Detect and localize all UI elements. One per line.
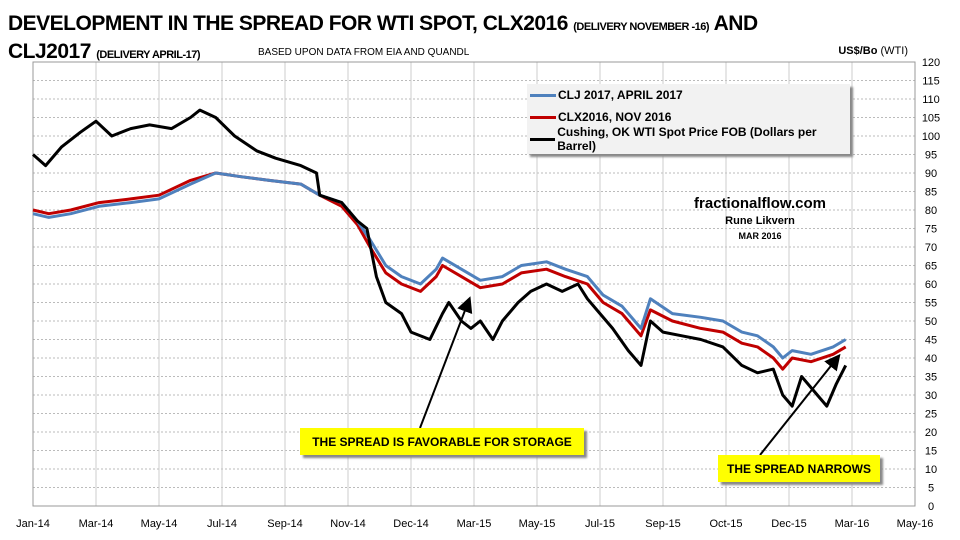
y-tick-label: 95 [925, 150, 937, 162]
y-tick-label: 45 [925, 335, 937, 347]
x-tick-label: Dec-15 [771, 518, 806, 530]
y-tick-label: 90 [925, 168, 937, 180]
author-credit: Rune Likvern [725, 215, 795, 227]
series-line-0 [32, 171, 847, 360]
x-tick-label: Jul-15 [585, 518, 615, 530]
x-tick-label: Mar-16 [835, 518, 870, 530]
x-tick-label: Mar-14 [79, 518, 114, 530]
x-tick-label: May-14 [141, 518, 178, 530]
y-axis-label: US$/Bo (WTI) [838, 45, 908, 57]
y-tick-label: 70 [925, 242, 937, 254]
x-tick-label: Oct-15 [709, 518, 742, 530]
y-tick-label: 60 [925, 279, 937, 291]
date-credit: MAR 2016 [738, 231, 782, 241]
y-tick-label: 65 [925, 261, 937, 273]
callout-narrows-arrow [759, 353, 841, 456]
chart-subtitle: BASED UPON DATA FROM EIA AND QUANDL [258, 47, 470, 58]
y-tick-label: 120 [922, 57, 940, 69]
y-tick-label: 115 [922, 76, 940, 88]
x-tick-label: Sep-14 [267, 518, 302, 530]
plot-border [32, 61, 916, 507]
y-tick-label: 30 [925, 390, 937, 402]
y-tick-label: 0 [928, 501, 934, 513]
y-tick-label: 75 [925, 224, 937, 236]
legend: CLJ 2017, APRIL 2017 CLX2016, NOV 2016 C… [527, 84, 850, 154]
x-tick-label: May-16 [897, 518, 934, 530]
x-tick-label: Dec-14 [393, 518, 428, 530]
x-tick-label: Jan-14 [16, 518, 50, 530]
y-tick-label: 35 [925, 372, 937, 384]
y-tick-label: 20 [925, 427, 937, 439]
y-tick-label: 80 [925, 205, 937, 217]
y-tick-label: 110 [922, 94, 940, 106]
y-tick-label: 55 [925, 298, 937, 310]
callout-narrows: THE SPREAD NARROWS [718, 455, 880, 482]
legend-item-wti-spot: Cushing, OK WTI Spot Price FOB (Dollars … [530, 125, 850, 153]
x-tick-label: May-15 [519, 518, 556, 530]
legend-item-clj2017: CLJ 2017, APRIL 2017 [530, 84, 850, 106]
site-credit: fractionalflow.com [694, 195, 826, 212]
y-tick-label: 15 [925, 446, 937, 458]
callout-storage: THE SPREAD IS FAVORABLE FOR STORAGE [300, 428, 584, 455]
x-tick-label: Nov-14 [330, 518, 365, 530]
y-tick-label: 100 [922, 131, 940, 143]
y-tick-label: 5 [928, 483, 934, 495]
y-tick-label: 85 [925, 187, 937, 199]
series-line-2 [32, 108, 848, 408]
x-tick-label: Mar-15 [457, 518, 492, 530]
y-tick-label: 25 [925, 409, 937, 421]
y-tick-label: 10 [925, 464, 937, 476]
chart-title-line1: DEVELOPMENT IN THE SPREAD FOR WTI SPOT, … [8, 12, 758, 35]
y-tick-label: 105 [922, 113, 940, 125]
legend-item-clx2016: CLX2016, NOV 2016 [530, 106, 850, 128]
callout-storage-arrow [419, 296, 473, 429]
chart-title-line2: CLJ2017 (DELIVERY APRIL-17) [8, 40, 201, 63]
y-tick-label: 50 [925, 316, 937, 328]
x-tick-label: Jul-14 [207, 518, 237, 530]
y-tick-label: 40 [925, 353, 937, 365]
x-tick-label: Sep-15 [645, 518, 680, 530]
